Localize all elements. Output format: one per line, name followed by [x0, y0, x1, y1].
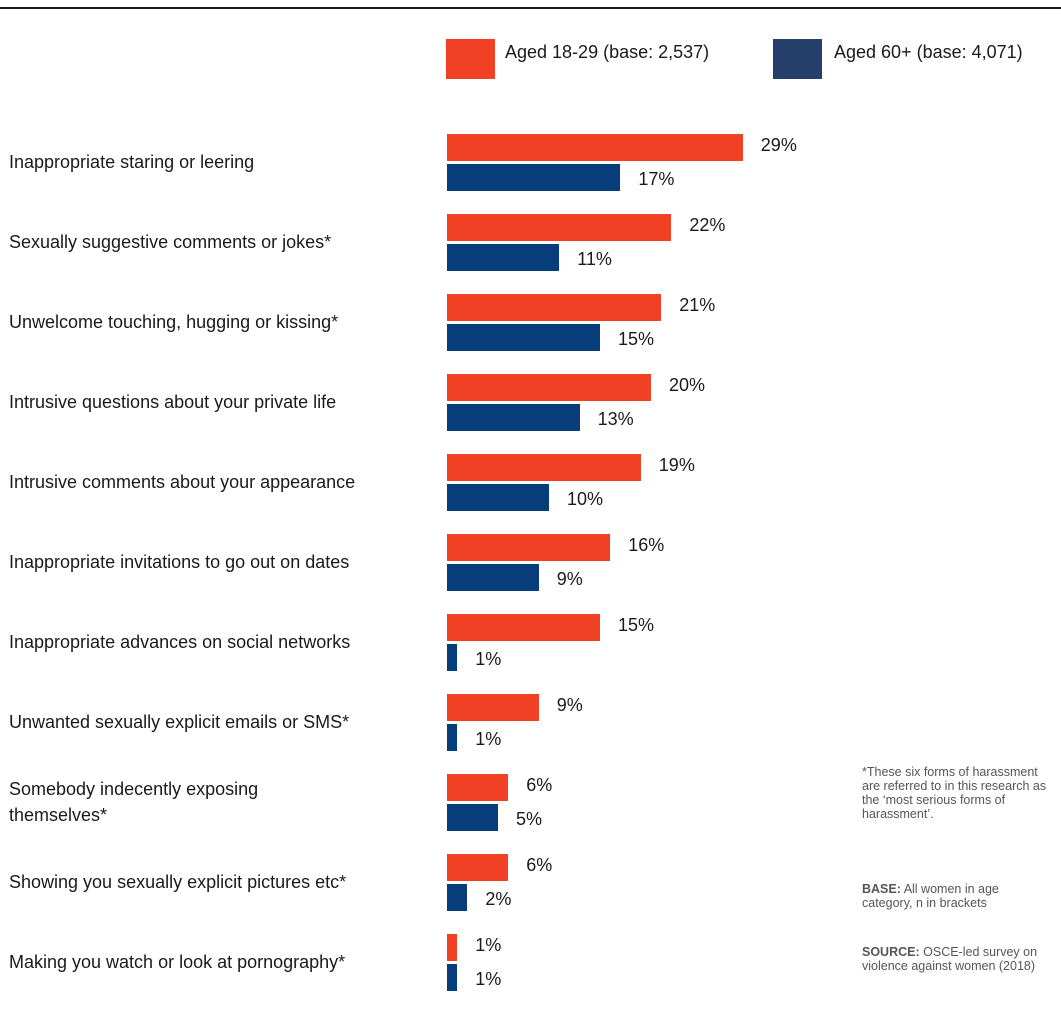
- category-label: Intrusive questions about your private l…: [9, 392, 337, 412]
- value-label: 6%: [526, 775, 553, 795]
- category-label: Showing you sexually explicit pictures e…: [9, 872, 347, 892]
- value-label: 1%: [475, 969, 502, 989]
- bar-series-1: [447, 854, 509, 881]
- top-rule: [0, 7, 1061, 9]
- bar-series-1: [447, 134, 743, 161]
- bar-series-1: [447, 694, 539, 721]
- base-note: BASE: All women in age category, n in br…: [862, 882, 1052, 910]
- source-text: OSCE-led survey on violence against wome…: [862, 945, 1038, 973]
- bar-series-2: [447, 564, 539, 591]
- value-label: 13%: [597, 409, 634, 429]
- value-label: 15%: [618, 329, 655, 349]
- footnote: *These six forms of harassment are refer…: [862, 765, 1047, 821]
- bar-series-2: [447, 644, 458, 671]
- category-label: Unwelcome touching, hugging or kissing*: [9, 312, 339, 332]
- bar-series-1: [447, 454, 641, 481]
- bar-series-2: [447, 404, 580, 431]
- bar-series-1: [447, 614, 600, 641]
- value-label: 22%: [689, 215, 726, 235]
- category-label: Inappropriate invitations to go out on d…: [9, 552, 350, 572]
- value-label: 2%: [485, 889, 512, 909]
- value-label: 10%: [567, 489, 604, 509]
- bar-series-2: [447, 804, 498, 831]
- bar-series-1: [447, 534, 611, 561]
- category-label: Intrusive comments about your appearance: [9, 472, 356, 492]
- legend-swatch-2: [773, 39, 822, 79]
- bar-series-2: [447, 884, 468, 911]
- value-label: 17%: [638, 169, 675, 189]
- value-label: 9%: [556, 569, 583, 589]
- bar-series-2: [447, 324, 600, 351]
- value-label: 19%: [658, 455, 695, 475]
- bar-series-2: [447, 724, 458, 751]
- value-label: 29%: [760, 135, 797, 155]
- legend-swatch-1: [446, 39, 495, 79]
- value-label: 11%: [577, 249, 612, 269]
- category-label: Sexually suggestive comments or jokes*: [9, 232, 332, 252]
- legend-label-1: Aged 18-29 (base: 2,537): [505, 42, 710, 62]
- value-label: 1%: [475, 935, 502, 955]
- bar-series-1: [447, 934, 458, 961]
- bar-series-2: [447, 964, 458, 991]
- bar-series-2: [447, 484, 549, 511]
- category-label: Inappropriate advances on social network…: [9, 632, 351, 652]
- value-label: 20%: [669, 375, 706, 395]
- base-label: BASE:: [862, 882, 901, 896]
- bar-series-1: [447, 294, 662, 321]
- source-note: SOURCE: OSCE-led survey on violence agai…: [862, 945, 1052, 973]
- value-label: 9%: [556, 695, 583, 715]
- bar-series-1: [447, 774, 509, 801]
- bar-series-2: [447, 244, 560, 271]
- value-label: 15%: [618, 615, 655, 635]
- category-label: Unwanted sexually explicit emails or SMS…: [9, 712, 350, 732]
- source-label: SOURCE:: [862, 945, 920, 959]
- category-label: Inappropriate staring or leering: [9, 152, 255, 172]
- value-label: 21%: [679, 295, 716, 315]
- category-label: Somebody indecently exposing themselves*: [9, 779, 259, 825]
- value-label: 16%: [628, 535, 665, 555]
- bar-series-1: [447, 374, 651, 401]
- value-label: 5%: [516, 809, 543, 829]
- base-text: All women in age category, n in brackets: [862, 882, 999, 910]
- bar-series-2: [447, 164, 621, 191]
- legend-label-2: Aged 60+ (base: 4,071): [834, 42, 1023, 62]
- value-label: 1%: [475, 729, 502, 749]
- bar-series-1: [447, 214, 672, 241]
- category-label: Making you watch or look at pornography*: [9, 952, 346, 972]
- value-label: 6%: [526, 855, 553, 875]
- value-label: 1%: [475, 649, 502, 669]
